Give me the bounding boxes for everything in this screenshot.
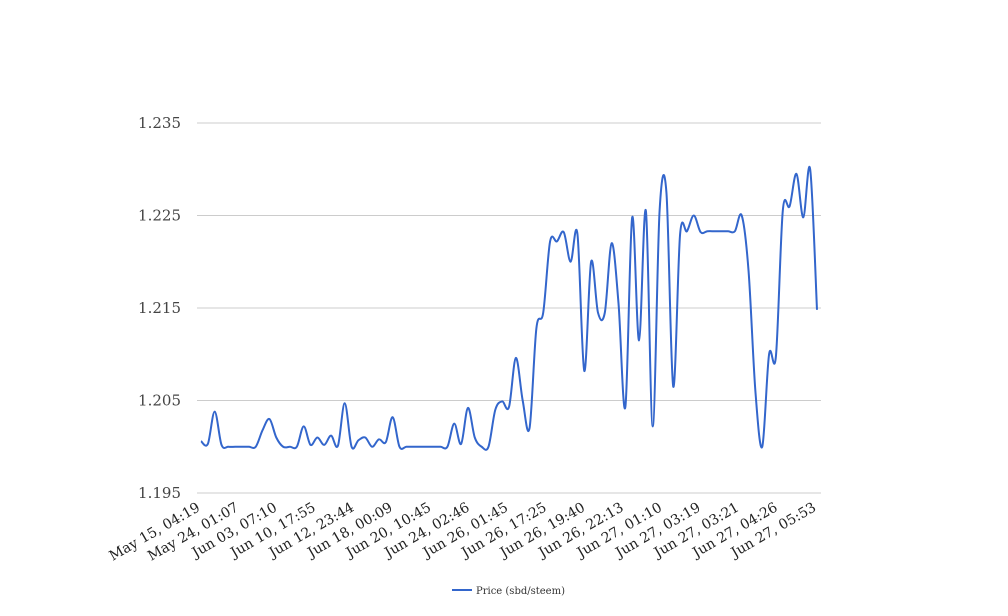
y-tick-label: 1.235 [138,114,181,132]
y-tick-label: 1.225 [138,207,181,225]
series-line [200,165,818,451]
gridlines [197,122,821,494]
y-tick-label: 1.215 [138,299,181,317]
legend-label: Price (sbd/steem) [476,586,565,597]
legend[interactable]: Price (sbd/steem) [452,586,565,597]
y-tick-label: 1.205 [138,392,181,410]
y-axis-ticks: 1.235 1.225 1.215 1.205 1.195 [138,114,181,502]
series-layer [200,165,818,451]
y-tick-label: 1.195 [138,484,181,502]
